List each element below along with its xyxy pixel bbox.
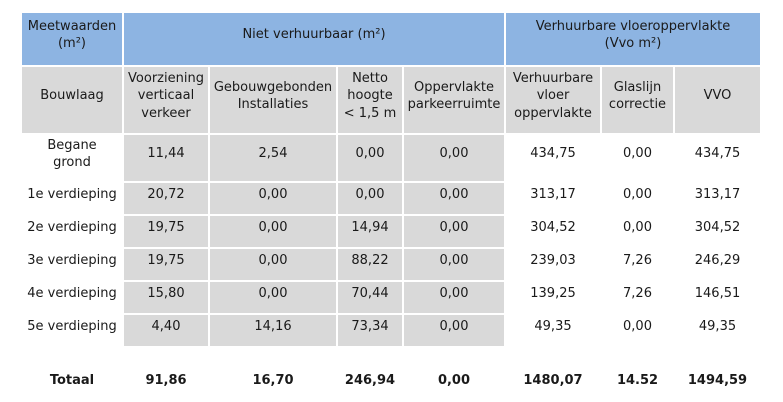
row-label: 2e verdieping — [22, 216, 122, 247]
value-cell: 0,00 — [404, 183, 504, 214]
table-row-5e-verdieping: 5e verdieping 4,40 14,16 73,34 0,00 49,3… — [22, 315, 760, 346]
value-cell: 434,75 — [506, 135, 600, 181]
value-cell: 0,00 — [404, 135, 504, 181]
row-label: 4e verdieping — [22, 282, 122, 313]
col-header-netto-hoogte: Netto hoogte < 1,5 m — [338, 67, 402, 133]
value-cell: 88,22 — [338, 249, 402, 280]
value-cell: 0,00 — [210, 249, 336, 280]
value-cell: 0,00 — [602, 216, 673, 247]
col-header-vvo: VVO — [675, 67, 760, 133]
value-cell: 434,75 — [675, 135, 760, 181]
value-cell: 0,00 — [404, 315, 504, 346]
value-cell: 0,00 — [338, 135, 402, 181]
col-header-bouwlaag: Bouwlaag — [22, 67, 122, 133]
row-label: 5e verdieping — [22, 315, 122, 346]
total-value: 1480,07 — [506, 366, 600, 396]
group-header-row: Meetwaarden (m²) Niet verhuurbaar (m²) V… — [22, 13, 760, 65]
value-cell: 14,16 — [210, 315, 336, 346]
value-cell: 7,26 — [602, 282, 673, 313]
total-row: Totaal 91,86 16,70 246,94 0,00 1480,07 1… — [22, 366, 760, 396]
value-cell: 0,00 — [210, 216, 336, 247]
value-cell: 2,54 — [210, 135, 336, 181]
value-cell: 11,44 — [124, 135, 208, 181]
value-cell: 70,44 — [338, 282, 402, 313]
col-header-glaslijn-correctie: Glaslijn correctie — [602, 67, 673, 133]
col-header-voorziening-verticaal-verkeer: Voorziening verticaal verkeer — [124, 67, 208, 133]
value-cell: 20,72 — [124, 183, 208, 214]
column-header-row: Bouwlaag Voorziening verticaal verkeer G… — [22, 67, 760, 133]
col-header-gebouwgebonden-installaties: Gebouwgebonden Installaties — [210, 67, 336, 133]
total-label: Totaal — [22, 366, 122, 396]
value-cell: 15,80 — [124, 282, 208, 313]
value-cell: 19,75 — [124, 216, 208, 247]
group-header-niet-verhuurbaar: Niet verhuurbaar (m²) — [124, 13, 504, 65]
total-value: 16,70 — [210, 366, 336, 396]
table-row-4e-verdieping: 4e verdieping 15,80 0,00 70,44 0,00 139,… — [22, 282, 760, 313]
value-cell: 14,94 — [338, 216, 402, 247]
row-label: Begane grond — [22, 135, 122, 181]
value-cell: 0,00 — [602, 135, 673, 181]
value-cell: 0,00 — [338, 183, 402, 214]
value-cell: 304,52 — [675, 216, 760, 247]
total-value: 1494,59 — [675, 366, 760, 396]
table-row-1e-verdieping: 1e verdieping 20,72 0,00 0,00 0,00 313,1… — [22, 183, 760, 214]
group-header-verhuurbare-vloeroppervlakte: Verhuurbare vloeroppervlakte (Vvo m²) — [506, 13, 760, 65]
value-cell: 19,75 — [124, 249, 208, 280]
total-value: 0,00 — [404, 366, 504, 396]
value-cell: 4,40 — [124, 315, 208, 346]
value-cell: 49,35 — [675, 315, 760, 346]
value-cell: 0,00 — [602, 183, 673, 214]
value-cell: 73,34 — [338, 315, 402, 346]
value-cell: 146,51 — [675, 282, 760, 313]
row-label: 1e verdieping — [22, 183, 122, 214]
spacer-row — [22, 348, 760, 364]
value-cell: 0,00 — [404, 282, 504, 313]
floor-area-measurements-table: Meetwaarden (m²) Niet verhuurbaar (m²) V… — [20, 11, 762, 398]
value-cell: 313,17 — [675, 183, 760, 214]
table-row-begane-grond: Begane grond 11,44 2,54 0,00 0,00 434,75… — [22, 135, 760, 181]
col-header-oppervlakte-parkeerruimte: Oppervlakte parkeerruimte — [404, 67, 504, 133]
col-header-verhuurbare-vloer-oppervlakte: Verhuurbare vloer oppervlakte — [506, 67, 600, 133]
value-cell: 239,03 — [506, 249, 600, 280]
value-cell: 0,00 — [210, 282, 336, 313]
table-row-2e-verdieping: 2e verdieping 19,75 0,00 14,94 0,00 304,… — [22, 216, 760, 247]
value-cell: 0,00 — [404, 216, 504, 247]
value-cell: 246,29 — [675, 249, 760, 280]
value-cell: 0,00 — [404, 249, 504, 280]
total-value: 246,94 — [338, 366, 402, 396]
value-cell: 304,52 — [506, 216, 600, 247]
row-label: 3e verdieping — [22, 249, 122, 280]
group-header-meetwaarden: Meetwaarden (m²) — [22, 13, 122, 65]
total-value: 14.52 — [602, 366, 673, 396]
value-cell: 139,25 — [506, 282, 600, 313]
value-cell: 0,00 — [210, 183, 336, 214]
value-cell: 7,26 — [602, 249, 673, 280]
value-cell: 49,35 — [506, 315, 600, 346]
table-row-3e-verdieping: 3e verdieping 19,75 0,00 88,22 0,00 239,… — [22, 249, 760, 280]
value-cell: 0,00 — [602, 315, 673, 346]
total-value: 91,86 — [124, 366, 208, 396]
value-cell: 313,17 — [506, 183, 600, 214]
